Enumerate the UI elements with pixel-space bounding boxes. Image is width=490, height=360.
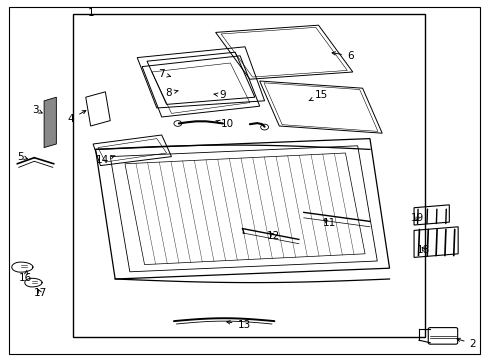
Text: 15: 15 — [309, 90, 328, 101]
Text: 19: 19 — [411, 213, 424, 223]
Text: 1: 1 — [87, 8, 94, 18]
Text: 2: 2 — [457, 338, 476, 349]
Polygon shape — [44, 97, 56, 148]
Text: 7: 7 — [158, 69, 171, 79]
Text: 17: 17 — [33, 288, 47, 298]
Text: 18: 18 — [417, 245, 431, 255]
Text: 9: 9 — [214, 90, 226, 100]
Text: 11: 11 — [322, 218, 336, 228]
Text: 4: 4 — [68, 111, 86, 124]
Text: 5: 5 — [17, 152, 27, 162]
Bar — [73, 14, 425, 337]
Text: 13: 13 — [227, 320, 251, 330]
Text: 8: 8 — [166, 88, 178, 98]
Text: 3: 3 — [32, 105, 42, 115]
Text: 12: 12 — [267, 231, 280, 241]
Text: 14: 14 — [96, 155, 115, 165]
Text: 6: 6 — [332, 51, 354, 61]
Text: 16: 16 — [19, 270, 32, 283]
Text: 10: 10 — [216, 119, 234, 129]
